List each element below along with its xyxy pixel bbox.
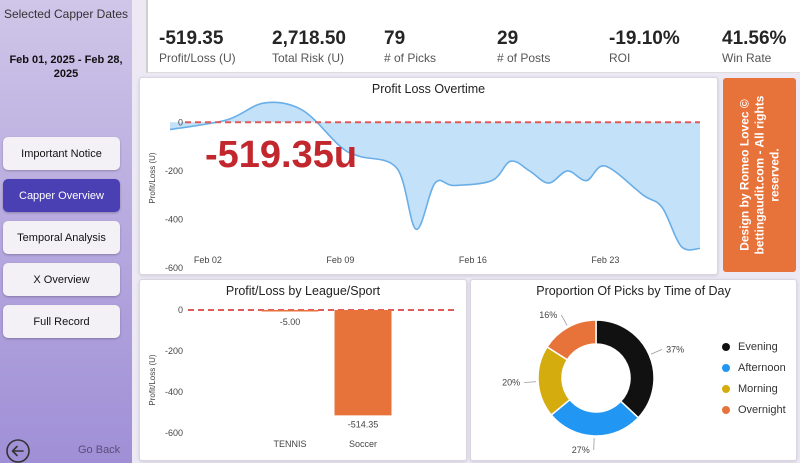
- nav-capper-overview-button[interactable]: Capper Overview: [3, 179, 120, 212]
- legend-overnight: Overnight: [722, 404, 786, 416]
- league-sport-panel: -5.00 -514.35 0 -200 -400 -600 TENNIS Soccer …: [139, 279, 467, 461]
- kpi-label: Profit/Loss (U): [159, 51, 236, 65]
- profit-loss-area: [170, 102, 700, 250]
- y-tick-label: 0: [178, 305, 183, 315]
- go-back-button[interactable]: Go Back: [78, 444, 121, 456]
- y-tick-label: 0: [178, 117, 183, 127]
- nav-label: Full Record: [33, 315, 90, 328]
- legend-afternoon: Afternoon: [722, 362, 786, 374]
- kpi-total-risk: 2,718.50 Total Risk (U): [272, 28, 346, 66]
- slice-leader-line: [560, 314, 568, 326]
- panel-title: Proportion Of Picks by Time of Day: [536, 284, 731, 298]
- kpi-value: -19.10%: [609, 28, 680, 49]
- slice-evening[interactable]: [595, 319, 655, 419]
- credit-text: Design by Romeo Lovec © bettingaudit.com…: [737, 85, 782, 265]
- slice-leader-line: [524, 381, 537, 383]
- kpi-label: # of Posts: [497, 51, 551, 65]
- legend-dot: [722, 385, 730, 393]
- slice-leader-line: [650, 349, 663, 355]
- y-tick-label: -400: [165, 387, 183, 397]
- x-tick-label: Feb 23: [591, 255, 619, 265]
- profit-loss-line: [169, 101, 701, 251]
- y-tick-label: -600: [165, 428, 183, 438]
- legend-label: Morning: [738, 383, 778, 395]
- bar-value-label: -5.00: [280, 317, 301, 327]
- legend-label: Afternoon: [738, 362, 786, 374]
- slice-percent-label: 37%: [666, 344, 684, 354]
- x-tick-label: Feb 02: [194, 255, 222, 265]
- nav-label: X Overview: [33, 273, 90, 286]
- legend-evening: Evening: [722, 341, 778, 353]
- kpi-win-rate: 41.56% Win Rate: [722, 28, 786, 66]
- slice-percent-label: 27%: [572, 445, 590, 455]
- y-axis-label: Profit/Loss (U): [148, 354, 157, 405]
- legend-dot: [722, 343, 730, 351]
- bar-tennis[interactable]: [261, 310, 319, 312]
- panel-title: Profit Loss Overtime: [371, 82, 486, 96]
- slice-overnight[interactable]: [545, 319, 597, 361]
- slice-percent-label: 20%: [502, 378, 520, 388]
- legend-label: Evening: [738, 341, 778, 353]
- nav-important-notice-button[interactable]: Important Notice: [3, 137, 120, 170]
- kpi-roi: -19.10% ROI: [609, 28, 680, 66]
- kpi-value: 41.56%: [722, 28, 787, 49]
- x-tick-label: TENNIS: [273, 439, 306, 449]
- panel-title: Profit/Loss by League/Sport: [225, 284, 381, 298]
- y-axis-label: Profit/Loss (U): [148, 152, 157, 203]
- legend-label: Overnight: [738, 404, 786, 416]
- bar-soccer[interactable]: [334, 310, 392, 416]
- kpi-picks: 79 # of Picks: [384, 28, 436, 66]
- nav-temporal-analysis-button[interactable]: Temporal Analysis: [3, 221, 120, 254]
- kpi-label: Win Rate: [722, 51, 772, 65]
- y-tick-label: -400: [165, 215, 183, 225]
- profit-loss-overtime-panel: 0 -200 -400 -600 Feb 02 Feb 09 Feb 16 Feb 23 P…: [139, 77, 718, 275]
- kpi-value: 79: [384, 28, 406, 49]
- date-range: Feb 01, 2025 - Feb 28, 2025: [9, 54, 123, 80]
- kpi-bar: -519.35 Profit/Loss (U) 2,718.50 Total R…: [146, 0, 800, 73]
- time-of-day-donut: 37% 27% 20% 16%: [502, 310, 684, 455]
- nav-x-overview-button[interactable]: X Overview: [3, 263, 120, 296]
- sidebar: Selected Capper Dates Feb 01, 2025 - Feb…: [0, 0, 132, 463]
- kpi-label: ROI: [609, 51, 631, 65]
- sidebar-title: Selected Capper Dates: [3, 7, 129, 21]
- credit-line-2: bettingaudit.com - All rights reserved.: [752, 95, 781, 255]
- legend-dot: [722, 364, 730, 372]
- kpi-label: # of Picks: [384, 51, 437, 65]
- bar-value-label: -514.35: [348, 419, 379, 429]
- kpi-posts: 29 # of Posts: [497, 28, 550, 66]
- nav-label: Capper Overview: [19, 189, 104, 202]
- credit-line-1: Design by Romeo Lovec ©: [737, 99, 751, 251]
- kpi-profit-loss: -519.35 Profit/Loss (U): [159, 28, 236, 66]
- credit-banner: Design by Romeo Lovec © bettingaudit.com…: [723, 78, 796, 272]
- big-profit-value: -519.35u: [205, 134, 358, 176]
- league-sport-chart: -5.00-514.35 0-200-400-600 TENNIS Soccer …: [148, 305, 458, 449]
- legend-dot: [722, 406, 730, 414]
- x-tick-label: Feb 16: [459, 255, 487, 265]
- slice-percent-label: 16%: [539, 310, 557, 320]
- time-of-day-panel: 37% 27% 20% 16% Proportion Of Picks by Time…: [470, 279, 797, 461]
- x-tick-label: Soccer: [349, 439, 377, 449]
- x-tick-label: Feb 09: [326, 255, 354, 265]
- y-tick-label: -600: [165, 263, 183, 273]
- y-tick-label: -200: [165, 346, 183, 356]
- kpi-value: 2,718.50: [272, 28, 346, 49]
- y-tick-label: -200: [165, 166, 183, 176]
- kpi-label: Total Risk (U): [272, 51, 345, 65]
- legend-morning: Morning: [722, 383, 778, 395]
- back-arrow-icon[interactable]: [5, 438, 31, 463]
- profit-loss-chart: 0 -200 -400 -600 Feb 02 Feb 09 Feb 16 Feb 23 P…: [148, 101, 701, 273]
- kpi-value: -519.35: [159, 28, 224, 49]
- kpi-value: 29: [497, 28, 519, 49]
- nav-label: Important Notice: [21, 147, 102, 160]
- nav-full-record-button[interactable]: Full Record: [3, 305, 120, 338]
- nav-label: Temporal Analysis: [17, 231, 106, 244]
